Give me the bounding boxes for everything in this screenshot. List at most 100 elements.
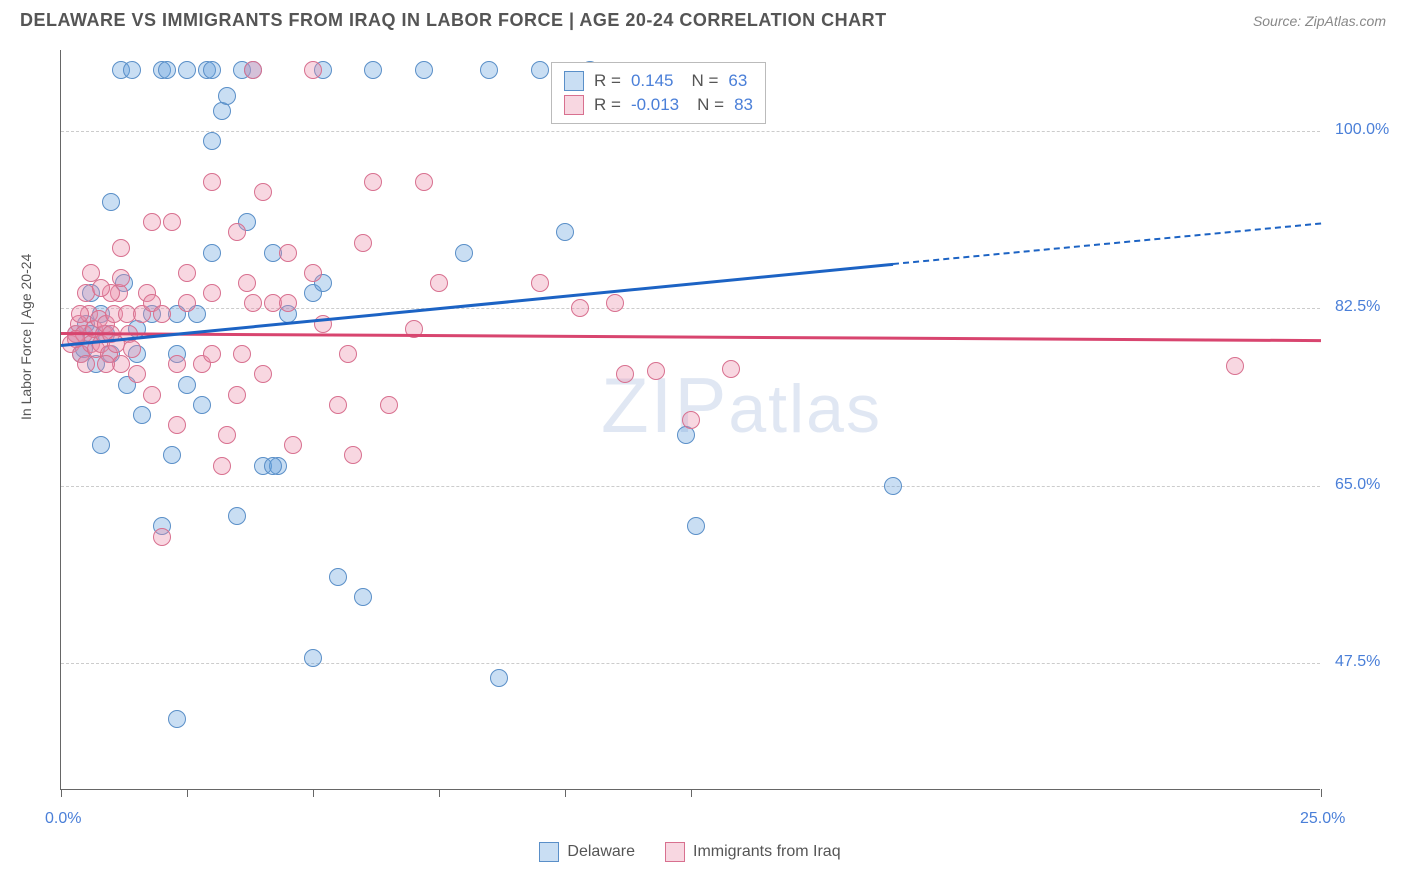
scatter-point	[279, 244, 297, 262]
xtick	[61, 789, 62, 797]
xtick	[565, 789, 566, 797]
scatter-point	[228, 223, 246, 241]
scatter-point	[1226, 357, 1244, 375]
n-value-2: 83	[734, 95, 753, 115]
gridline-h	[61, 486, 1320, 487]
scatter-point	[455, 244, 473, 262]
regression-line	[61, 332, 1321, 342]
correlation-legend: R = 0.145 N = 63 R = -0.013 N = 83	[551, 62, 766, 124]
scatter-point	[304, 649, 322, 667]
chart-header: DELAWARE VS IMMIGRANTS FROM IRAQ IN LABO…	[0, 0, 1406, 36]
scatter-point	[647, 362, 665, 380]
scatter-point	[112, 269, 130, 287]
scatter-point	[254, 365, 272, 383]
scatter-point	[722, 360, 740, 378]
scatter-point	[329, 396, 347, 414]
legend-swatch-bottom-2	[665, 842, 685, 862]
scatter-point	[228, 386, 246, 404]
xtick-label-left: 0.0%	[45, 810, 81, 828]
scatter-point	[228, 507, 246, 525]
scatter-point	[344, 446, 362, 464]
scatter-point	[128, 365, 146, 383]
xtick-label-right: 25.0%	[1300, 810, 1345, 828]
scatter-point	[143, 386, 161, 404]
y-axis-label: In Labor Force | Age 20-24	[18, 254, 34, 420]
scatter-point	[203, 345, 221, 363]
legend-item-1: Delaware	[539, 842, 635, 862]
legend-swatch-2	[564, 95, 584, 115]
scatter-point	[364, 173, 382, 191]
r-value-1: 0.145	[631, 71, 674, 91]
scatter-point	[218, 426, 236, 444]
scatter-point	[203, 284, 221, 302]
scatter-point	[77, 355, 95, 373]
scatter-point	[193, 396, 211, 414]
n-value-1: 63	[728, 71, 747, 91]
scatter-point	[490, 669, 508, 687]
scatter-point	[531, 274, 549, 292]
scatter-point	[616, 365, 634, 383]
scatter-point	[133, 406, 151, 424]
xtick	[1321, 789, 1322, 797]
watermark: ZIPatlas	[601, 360, 882, 451]
r-label: R =	[594, 95, 621, 115]
scatter-point	[606, 294, 624, 312]
scatter-point	[380, 396, 398, 414]
scatter-point	[123, 61, 141, 79]
scatter-point	[244, 61, 262, 79]
scatter-point	[531, 61, 549, 79]
scatter-point	[112, 239, 130, 257]
legend-item-2: Immigrants from Iraq	[665, 842, 841, 862]
scatter-point	[264, 457, 282, 475]
scatter-plot-area: R = 0.145 N = 63 R = -0.013 N = 83 ZIPat…	[60, 50, 1320, 790]
scatter-point	[153, 528, 171, 546]
scatter-point	[304, 264, 322, 282]
legend-label-2: Immigrants from Iraq	[693, 843, 841, 861]
scatter-point	[415, 61, 433, 79]
r-value-2: -0.013	[631, 95, 679, 115]
scatter-point	[682, 411, 700, 429]
scatter-point	[163, 213, 181, 231]
xtick	[691, 789, 692, 797]
scatter-point	[158, 61, 176, 79]
legend-swatch-bottom-1	[539, 842, 559, 862]
regression-line	[892, 222, 1321, 265]
ytick-label: 47.5%	[1335, 653, 1380, 671]
scatter-point	[102, 193, 120, 211]
scatter-point	[213, 457, 231, 475]
scatter-point	[178, 376, 196, 394]
scatter-point	[687, 517, 705, 535]
scatter-point	[329, 568, 347, 586]
scatter-point	[153, 305, 171, 323]
scatter-point	[254, 183, 272, 201]
n-label: N =	[691, 71, 718, 91]
scatter-point	[354, 588, 372, 606]
scatter-point	[163, 446, 181, 464]
scatter-point	[233, 345, 251, 363]
xtick	[313, 789, 314, 797]
scatter-point	[168, 710, 186, 728]
scatter-point	[168, 416, 186, 434]
ytick-label: 65.0%	[1335, 476, 1380, 494]
xtick	[439, 789, 440, 797]
ytick-label: 100.0%	[1335, 121, 1389, 139]
scatter-point	[92, 436, 110, 454]
scatter-point	[178, 294, 196, 312]
scatter-point	[203, 244, 221, 262]
scatter-point	[71, 305, 89, 323]
scatter-point	[480, 61, 498, 79]
scatter-point	[415, 173, 433, 191]
scatter-point	[364, 61, 382, 79]
scatter-point	[244, 294, 262, 312]
scatter-point	[884, 477, 902, 495]
legend-row-series-1: R = 0.145 N = 63	[564, 69, 753, 93]
xtick	[187, 789, 188, 797]
scatter-point	[571, 299, 589, 317]
legend-row-series-2: R = -0.013 N = 83	[564, 93, 753, 117]
scatter-point	[203, 132, 221, 150]
scatter-point	[203, 173, 221, 191]
scatter-point	[168, 355, 186, 373]
scatter-point	[556, 223, 574, 241]
legend-label-1: Delaware	[567, 843, 635, 861]
scatter-point	[92, 279, 110, 297]
